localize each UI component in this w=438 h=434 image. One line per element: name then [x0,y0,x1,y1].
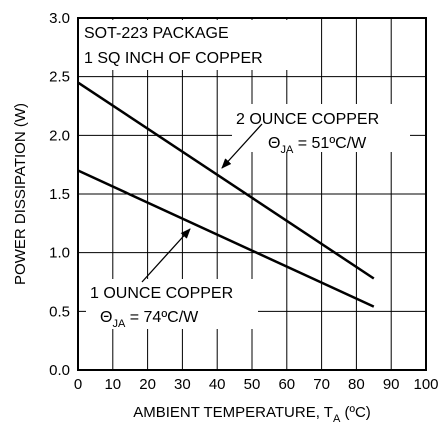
label-bg [86,279,258,329]
x-axis-label: AMBIENT TEMPERATURE, TA (ºC) [133,404,371,425]
arrow [141,228,191,283]
y-tick-label: 0.5 [49,303,70,320]
x-tick-label: 40 [209,376,226,393]
x-tick-label: 80 [348,376,365,393]
y-tick-label: 3.0 [49,10,70,27]
y-tick-label: 1.5 [49,186,70,203]
x-tick-label: 30 [174,376,191,393]
y-axis-label: POWER DISSIPATION (W) [12,103,29,285]
x-tick-label: 100 [413,376,438,393]
note: 1 SQ INCH OF COPPER [84,50,263,67]
x-tick-label: 10 [104,376,121,393]
x-tick-label: 0 [74,376,82,393]
y-tick-label: 0.0 [49,362,70,379]
label-bg [232,104,410,152]
plot-frame [77,17,427,371]
note-box [80,20,302,70]
x-tick-label: 90 [383,376,400,393]
theta-label: ΘJA = 74ºC/W [100,309,199,330]
x-tick-label: 50 [244,376,261,393]
series-label: 2 OUNCE COPPER [236,111,379,128]
arrow [221,123,263,169]
theta-label: ΘJA = 51ºC/W [268,135,367,156]
series-line [77,81,375,280]
series-line [77,169,375,308]
y-tick-label: 2.5 [49,69,70,86]
note: SOT-223 PACKAGE [84,25,229,42]
y-tick-label: 2.0 [49,127,70,144]
x-tick-label: 70 [313,376,330,393]
x-tick-label: 20 [139,376,156,393]
series-label: 1 OUNCE COPPER [90,285,233,302]
y-tick-label: 1.0 [49,245,70,262]
x-tick-label: 60 [278,376,295,393]
